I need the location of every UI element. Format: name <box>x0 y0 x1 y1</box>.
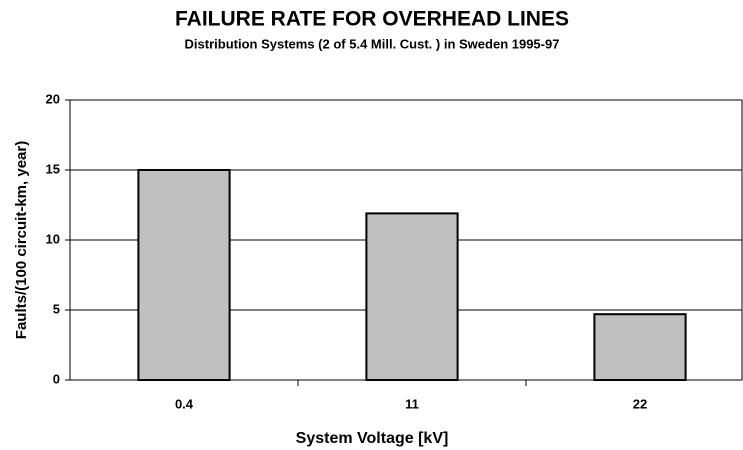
bar <box>593 313 687 382</box>
x-axis-label: System Voltage [kV] <box>296 430 449 447</box>
y-tick-label: 15 <box>46 161 60 176</box>
y-tick-label: 0 <box>53 371 60 386</box>
chart-title: FAILURE RATE FOR OVERHEAD LINES <box>175 8 569 31</box>
x-tick-label: 22 <box>633 396 647 411</box>
x-tick-label: 0.4 <box>175 396 194 411</box>
y-tick-label: 5 <box>53 301 60 316</box>
chart-subtitle: Distribution Systems (2 of 5.4 Mill. Cus… <box>185 36 560 51</box>
y-tick-label: 20 <box>46 91 60 106</box>
y-tick-label: 10 <box>46 231 60 246</box>
bar <box>137 169 231 381</box>
y-axis-label: Faults/(100 circuit-km, year) <box>13 141 30 339</box>
x-tick-label: 11 <box>405 396 419 411</box>
bar <box>365 212 459 381</box>
